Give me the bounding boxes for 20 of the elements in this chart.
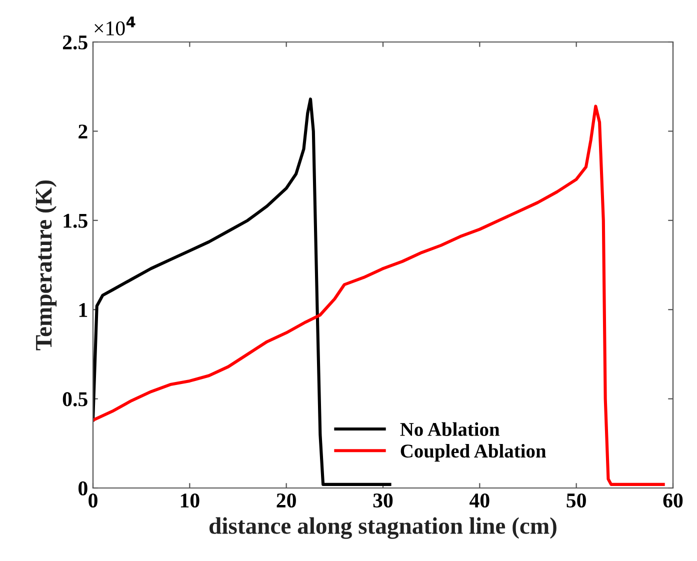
y-tick-label: 2	[78, 124, 88, 138]
y-tick-label: 1	[79, 303, 88, 317]
x-tick-label: 60	[663, 493, 683, 508]
x-tick-label: 50	[566, 493, 586, 508]
line-series	[93, 104, 665, 486]
x-tick-label: 10	[180, 493, 200, 508]
y-tick-label: 0.5	[62, 392, 88, 406]
legend-label: No Ablation	[400, 422, 500, 436]
text: ×10$^{4}$	[94, 16, 136, 36]
y-tick-label: 1.5	[64, 214, 88, 228]
x-tick-label: 30	[373, 493, 393, 508]
x-tick-label: 40	[470, 493, 490, 508]
x-axis-title: distance along stagnation line (cm)	[210, 517, 556, 539]
legend-label: Coupled Ablation	[400, 444, 546, 462]
y-tick-label: 0	[78, 481, 88, 496]
x-tick-label: 20	[276, 493, 296, 508]
line-series	[93, 98, 392, 486]
x-tick-label: 0	[88, 493, 98, 508]
y-tick-label: 2.5	[62, 35, 88, 50]
y-axis-title: Temperature (K)	[35, 180, 57, 350]
